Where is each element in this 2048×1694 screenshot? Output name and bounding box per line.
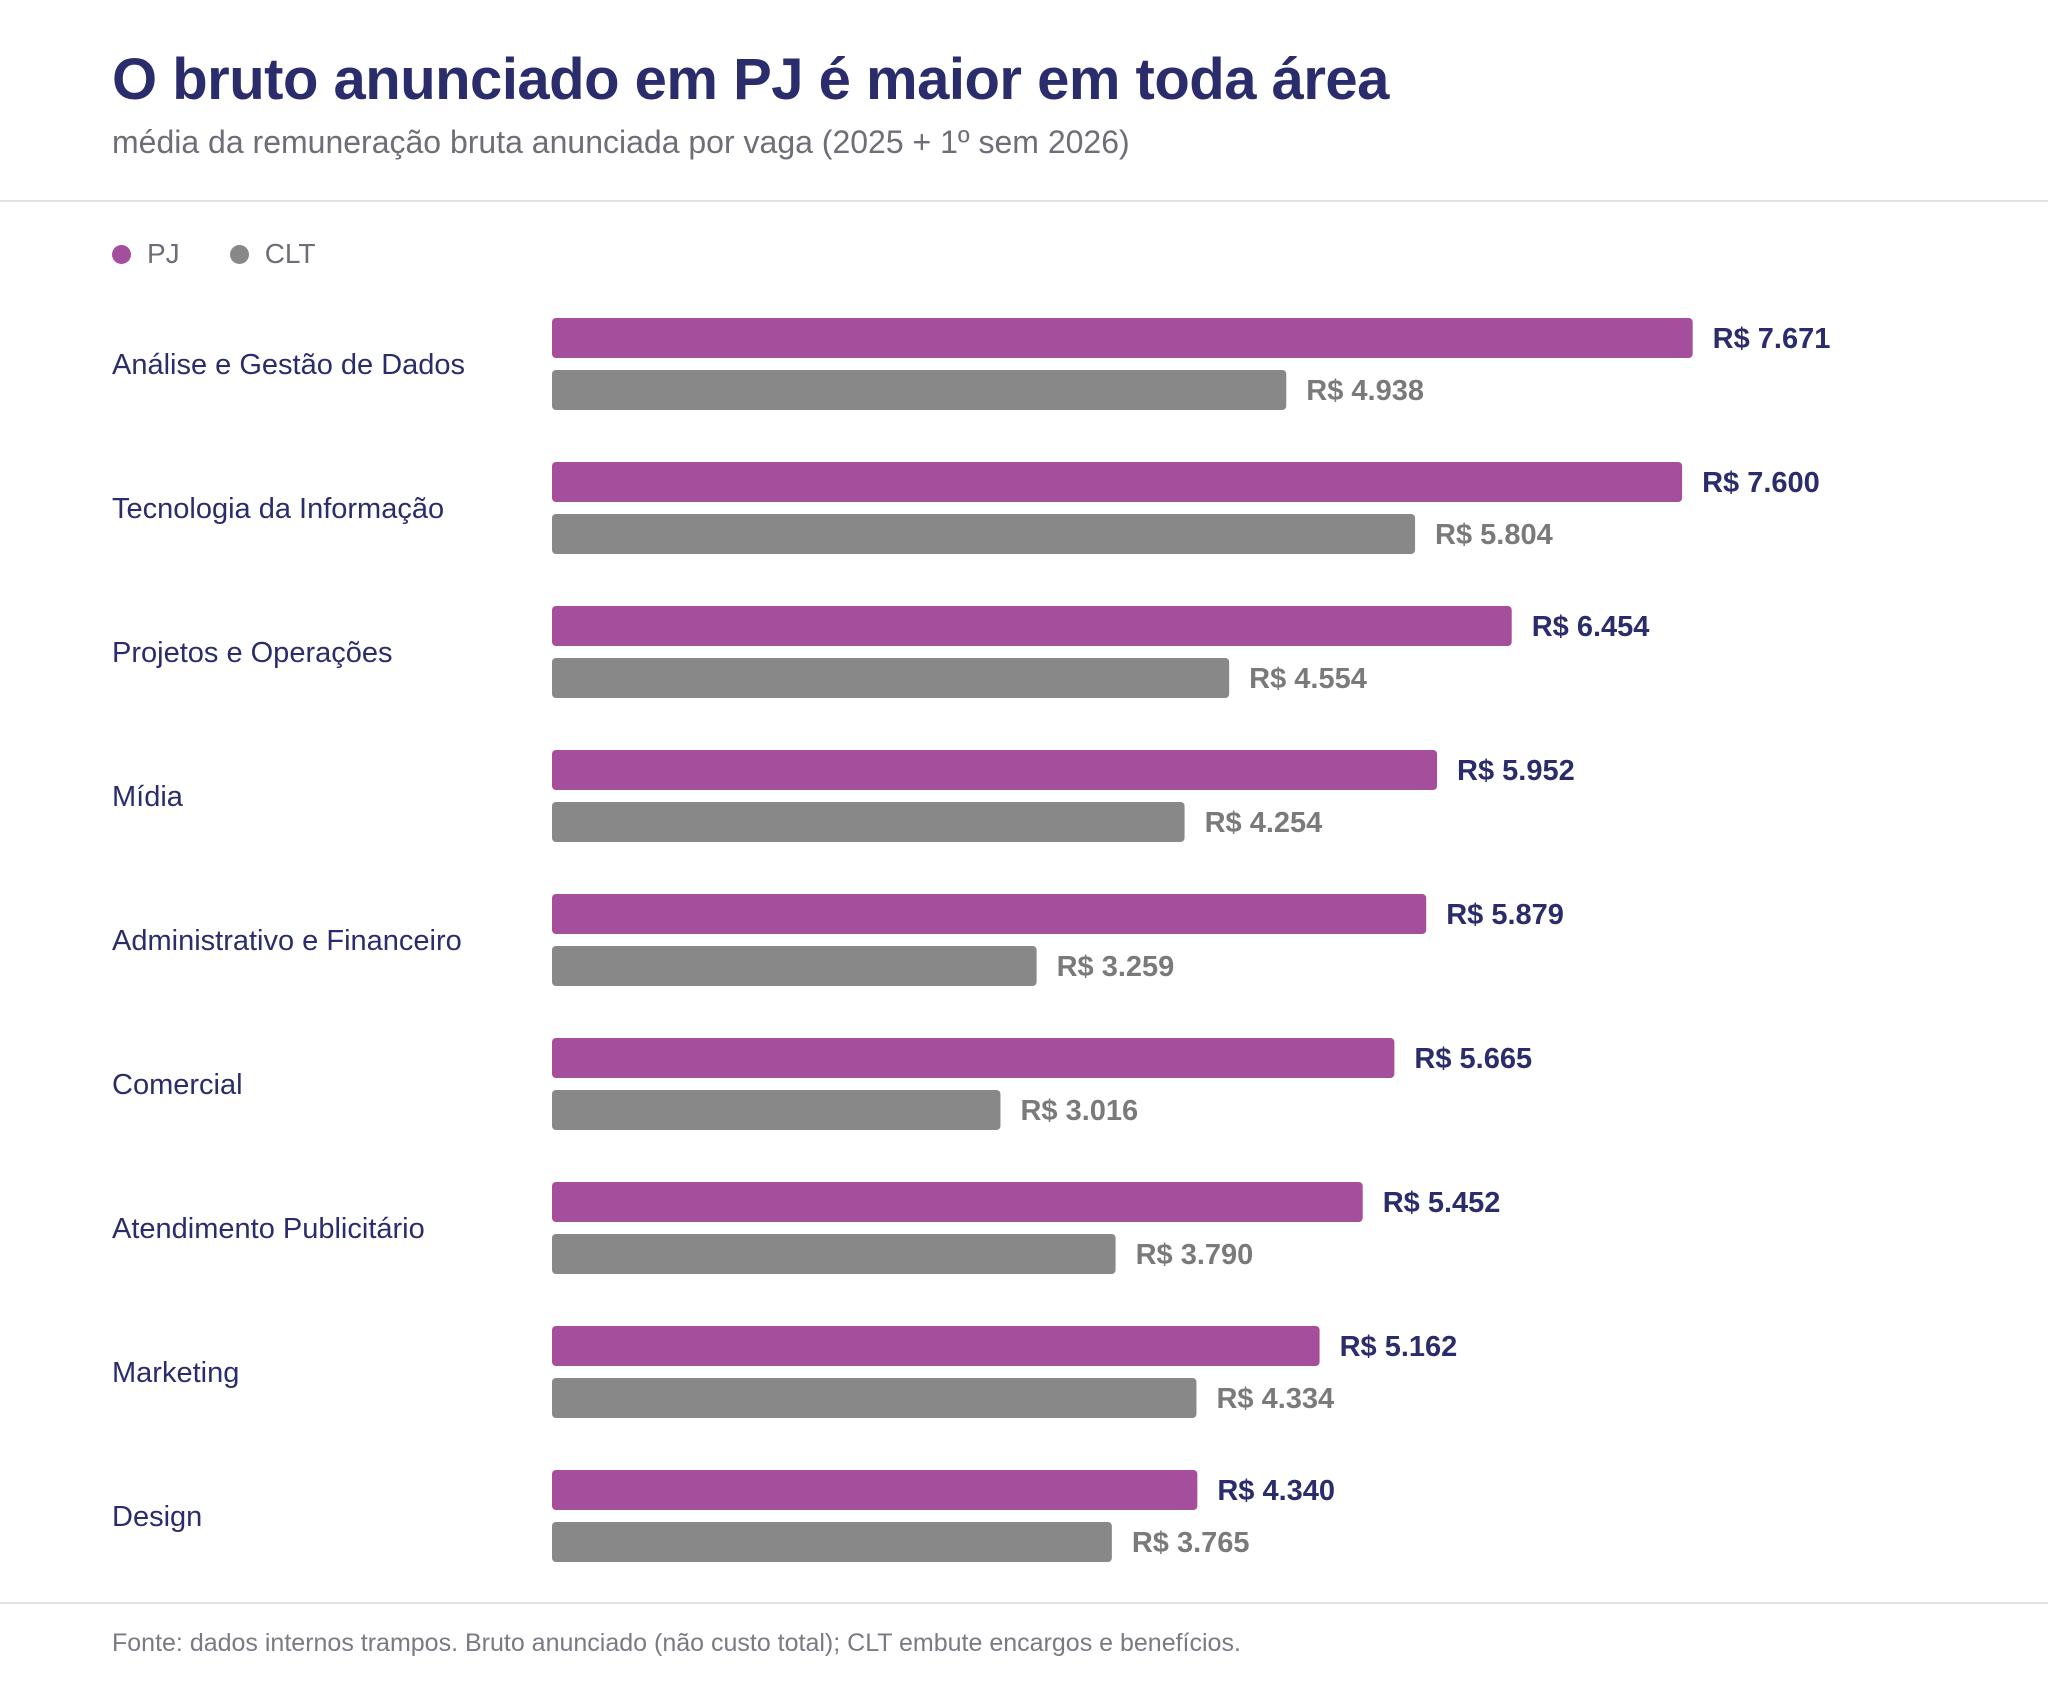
- legend-label-clt: CLT: [264, 238, 316, 269]
- bar-pj-design: [552, 1470, 1198, 1510]
- bar-pj-comercial: [552, 1038, 1395, 1078]
- category-label-projetos-e-operacoes: Projetos e Operações: [112, 637, 392, 669]
- source-note: Fonte: dados internos trampos. Bruto anu…: [112, 1629, 1241, 1657]
- header-divider: [0, 200, 2048, 202]
- legend-item-pj: PJ: [112, 238, 180, 270]
- value-label-clt-projetos-e-operacoes: R$ 4.554: [1249, 663, 1367, 695]
- bar-pj-administrativo-e-financeiro: [552, 894, 1427, 934]
- legend-item-clt: CLT: [229, 238, 316, 270]
- bar-clt-design: [552, 1522, 1112, 1562]
- category-label-design: Design: [112, 1501, 202, 1533]
- value-label-pj-analise-e-gestao-de-dados: R$ 7.671: [1713, 323, 1831, 355]
- bar-pj-marketing: [552, 1326, 1320, 1366]
- category-label-marketing: Marketing: [112, 1357, 239, 1389]
- footer-divider: [0, 1602, 2048, 1604]
- bar-clt-atendimento-publicitario: [552, 1234, 1116, 1274]
- value-label-pj-projetos-e-operacoes: R$ 6.454: [1532, 611, 1650, 643]
- legend-label-pj: PJ: [147, 238, 180, 269]
- value-label-clt-marketing: R$ 4.334: [1216, 1383, 1334, 1415]
- category-label-tecnologia-da-informacao: Tecnologia da Informação: [112, 493, 444, 525]
- bar-clt-midia: [552, 802, 1185, 842]
- value-label-clt-tecnologia-da-informacao: R$ 5.804: [1435, 519, 1553, 551]
- bar-pj-atendimento-publicitario: [552, 1182, 1363, 1222]
- bar-chart: Análise e Gestão de Dados R$ 7.671 R$ 4.93…: [112, 318, 1831, 1562]
- value-label-pj-atendimento-publicitario: R$ 5.452: [1383, 1187, 1501, 1219]
- value-label-clt-design: R$ 3.765: [1132, 1527, 1250, 1559]
- value-label-pj-administrativo-e-financeiro: R$ 5.879: [1446, 899, 1564, 931]
- category-label-administrativo-e-financeiro: Administrativo e Financeiro: [112, 925, 462, 957]
- value-label-pj-tecnologia-da-informacao: R$ 7.600: [1702, 467, 1820, 499]
- value-label-pj-marketing: R$ 5.162: [1340, 1331, 1458, 1363]
- value-label-clt-administrativo-e-financeiro: R$ 3.259: [1057, 951, 1175, 983]
- category-label-analise-e-gestao-de-dados: Análise e Gestão de Dados: [112, 349, 465, 381]
- bar-pj-projetos-e-operacoes: [552, 606, 1512, 646]
- legend-swatch-pj: [112, 244, 131, 264]
- legend-swatch-clt: [229, 244, 249, 264]
- bar-clt-marketing: [552, 1378, 1197, 1418]
- value-label-clt-analise-e-gestao-de-dados: R$ 4.938: [1306, 375, 1424, 407]
- bar-clt-analise-e-gestao-de-dados: [552, 370, 1287, 410]
- legend: PJ CLT: [112, 234, 366, 274]
- bar-clt-comercial: [552, 1090, 1001, 1130]
- category-label-midia: Mídia: [112, 781, 184, 813]
- category-label-comercial: Comercial: [112, 1069, 243, 1101]
- bar-pj-tecnologia-da-informacao: [552, 462, 1683, 502]
- bar-pj-midia: [552, 750, 1438, 790]
- chart-title: O bruto anunciado em PJ é maior em toda …: [112, 47, 1389, 112]
- bar-clt-administrativo-e-financeiro: [552, 946, 1037, 986]
- category-label-atendimento-publicitario: Atendimento Publicitário: [112, 1213, 425, 1245]
- value-label-clt-midia: R$ 4.254: [1205, 807, 1323, 839]
- value-label-pj-design: R$ 4.340: [1217, 1475, 1335, 1507]
- chart-subtitle: média da remuneração bruta anunciada por…: [112, 124, 1130, 160]
- bar-clt-tecnologia-da-informacao: [552, 514, 1416, 554]
- bar-pj-analise-e-gestao-de-dados: [552, 318, 1693, 358]
- value-label-clt-comercial: R$ 3.016: [1020, 1095, 1138, 1127]
- value-label-clt-atendimento-publicitario: R$ 3.790: [1136, 1239, 1254, 1271]
- value-label-pj-midia: R$ 5.952: [1457, 755, 1575, 787]
- value-label-pj-comercial: R$ 5.665: [1414, 1043, 1532, 1075]
- bar-clt-projetos-e-operacoes: [552, 658, 1230, 698]
